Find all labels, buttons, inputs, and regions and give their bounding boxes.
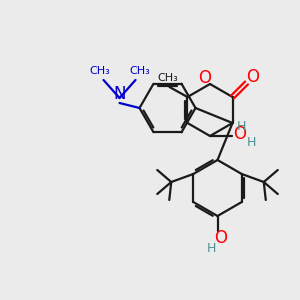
Text: H: H — [237, 121, 246, 134]
Text: H: H — [207, 242, 216, 254]
Text: CH₃: CH₃ — [157, 73, 178, 83]
Text: O: O — [246, 68, 259, 86]
Text: N: N — [113, 85, 126, 103]
Text: CH₃: CH₃ — [89, 66, 110, 76]
Text: CH₃: CH₃ — [129, 66, 150, 76]
Text: H: H — [246, 136, 256, 148]
Text: O: O — [214, 229, 227, 247]
Text: O: O — [233, 125, 247, 143]
Text: O: O — [199, 69, 212, 87]
